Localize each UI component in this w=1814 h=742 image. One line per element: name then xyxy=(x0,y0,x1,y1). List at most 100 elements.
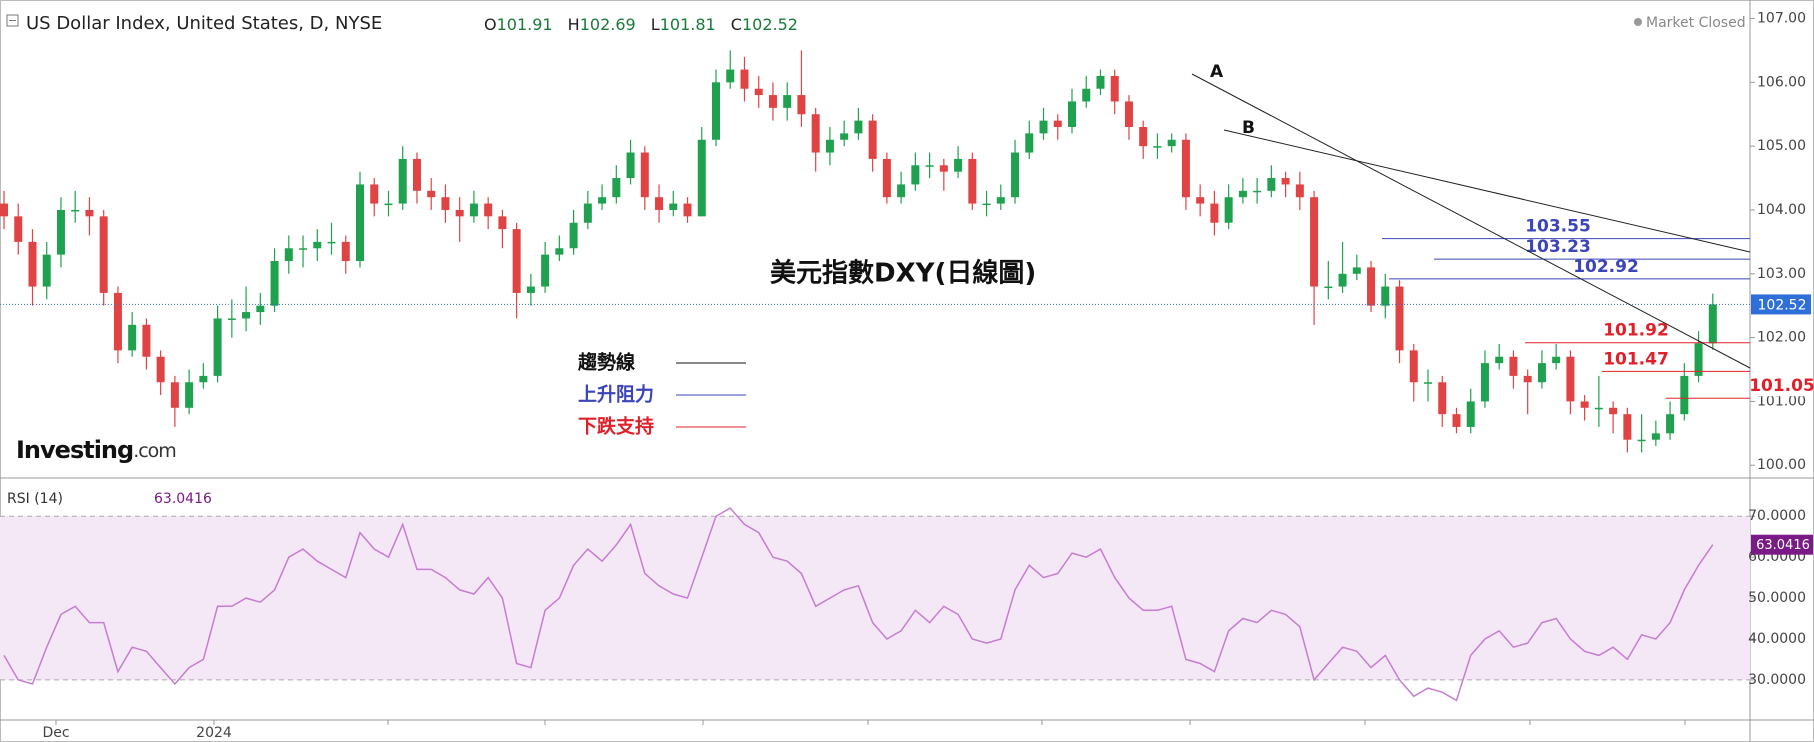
candle-body xyxy=(1580,401,1589,408)
candle-body xyxy=(1352,267,1361,274)
rsi-value: 63.0416 xyxy=(154,491,212,507)
candle-body xyxy=(1324,286,1333,289)
ohlc-value: 102.52 xyxy=(742,15,798,34)
candle-body xyxy=(71,209,80,212)
legend-label: 上升阻力 xyxy=(578,383,654,406)
y-tick-label: 50.0000 xyxy=(1748,590,1806,606)
candle-body xyxy=(512,229,521,293)
candle-body xyxy=(1637,439,1646,442)
rsi-value-label: 63.0416 xyxy=(1756,538,1810,553)
candle-body xyxy=(128,324,137,351)
candle-body xyxy=(1238,190,1247,198)
candle-body xyxy=(569,222,578,249)
candle-body xyxy=(726,69,735,83)
candle-body xyxy=(1424,382,1432,384)
candle-body xyxy=(256,305,265,313)
candle-body xyxy=(469,203,478,217)
candle-body xyxy=(28,241,37,287)
y-tick-label: 40.0000 xyxy=(1748,631,1806,647)
candle-body xyxy=(1666,414,1675,434)
candle-body xyxy=(427,190,436,198)
collapse-icon[interactable] xyxy=(6,14,19,27)
candle-body xyxy=(754,88,763,96)
ohlc-label: H xyxy=(568,15,580,34)
trendline xyxy=(1191,73,1751,369)
candle-body xyxy=(356,184,364,262)
candle-body xyxy=(384,203,393,206)
candle-body xyxy=(1224,197,1233,223)
candle-body xyxy=(242,312,251,319)
candle-body xyxy=(498,216,507,230)
candle-body xyxy=(1139,126,1148,147)
candle-body xyxy=(199,375,208,383)
candle-body xyxy=(1367,267,1376,306)
candle-body xyxy=(56,209,65,255)
plot-area: 100.00 101.00 102.00 103.00 104.00 105.00 106.… xyxy=(0,11,1814,741)
ohlc-values: O101.91 H102.69 L101.81 C102.52 xyxy=(484,15,798,34)
candle-body xyxy=(1623,414,1632,440)
candle-body xyxy=(939,165,948,172)
candle-body xyxy=(640,152,649,198)
candle-body xyxy=(1452,414,1461,427)
status-dot xyxy=(1634,18,1642,26)
candle-body xyxy=(270,261,279,306)
candle-body xyxy=(484,203,493,217)
ohlc-label: L xyxy=(651,15,660,34)
candle-body xyxy=(1552,356,1561,364)
candle-body xyxy=(398,158,407,204)
support-label: 101.47 xyxy=(1603,349,1669,369)
candle-body xyxy=(1153,146,1162,148)
candle-body xyxy=(0,203,8,217)
candle-body xyxy=(854,120,863,134)
trendline-label: B xyxy=(1242,118,1255,138)
y-tick-label: 103.00 xyxy=(1757,266,1806,282)
candle-body xyxy=(142,324,151,357)
candle-body xyxy=(1694,343,1703,376)
candle-body xyxy=(441,197,450,210)
candle-body xyxy=(1181,139,1190,198)
rsi-band xyxy=(0,516,1750,680)
candle-body xyxy=(14,216,23,242)
chart-title: 美元指數DXY(日線圖) xyxy=(770,258,1036,289)
candle-body xyxy=(1096,75,1105,89)
y-tick-label: 104.00 xyxy=(1757,202,1806,218)
candle-body xyxy=(1082,88,1091,102)
candle-body xyxy=(612,178,621,198)
candle-body xyxy=(712,82,720,140)
candle-body xyxy=(1409,350,1418,383)
candle-body xyxy=(868,120,877,159)
candle-body xyxy=(1537,363,1546,383)
candle-body xyxy=(825,139,834,153)
candle-body xyxy=(954,158,963,172)
candle-body xyxy=(1011,152,1020,198)
candle-body xyxy=(1110,75,1119,102)
rsi-title: RSI (14) xyxy=(7,491,63,507)
candle-body xyxy=(1609,407,1618,415)
candle-body xyxy=(1310,197,1319,287)
support-label: 101.05 xyxy=(1749,376,1814,396)
candle-body xyxy=(811,114,820,153)
support-tag-bg xyxy=(1751,376,1813,397)
resistance-label: 102.92 xyxy=(1573,257,1639,277)
candle-body xyxy=(299,248,308,250)
legend-label: 下跌支持 xyxy=(578,415,654,438)
candle-body xyxy=(1651,433,1660,440)
last-price-tag xyxy=(1751,294,1811,315)
candle-body xyxy=(1708,304,1717,344)
candle-body xyxy=(1253,190,1262,193)
ohlc-value: 101.81 xyxy=(660,15,716,34)
candle-body xyxy=(669,203,678,210)
y-tick-label: 105.00 xyxy=(1757,138,1806,154)
legend-label: 趨勢線 xyxy=(577,351,635,374)
candle-body xyxy=(85,209,94,217)
y-tick-label: 30.0000 xyxy=(1748,672,1806,688)
candle-body xyxy=(982,203,991,206)
candle-body xyxy=(555,248,564,255)
last-price-label: 102.52 xyxy=(1758,297,1807,313)
candle-body xyxy=(541,254,550,287)
resistance-label: 103.23 xyxy=(1525,237,1591,257)
candle-body xyxy=(783,95,792,108)
candle-body xyxy=(1281,178,1290,185)
candle-body xyxy=(1338,273,1347,287)
trendline xyxy=(1223,129,1751,253)
